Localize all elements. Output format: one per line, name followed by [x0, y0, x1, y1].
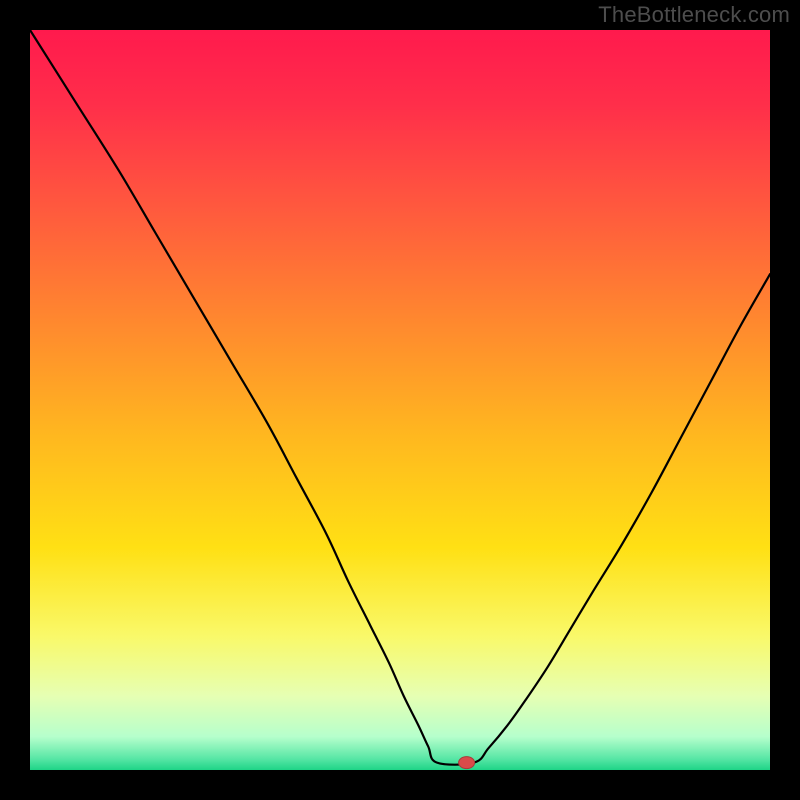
watermark-label: TheBottleneck.com	[598, 2, 790, 28]
optimum-marker	[459, 757, 475, 769]
chart-frame: TheBottleneck.com	[0, 0, 800, 800]
plot-background	[30, 30, 770, 770]
bottleneck-chart	[0, 0, 800, 800]
